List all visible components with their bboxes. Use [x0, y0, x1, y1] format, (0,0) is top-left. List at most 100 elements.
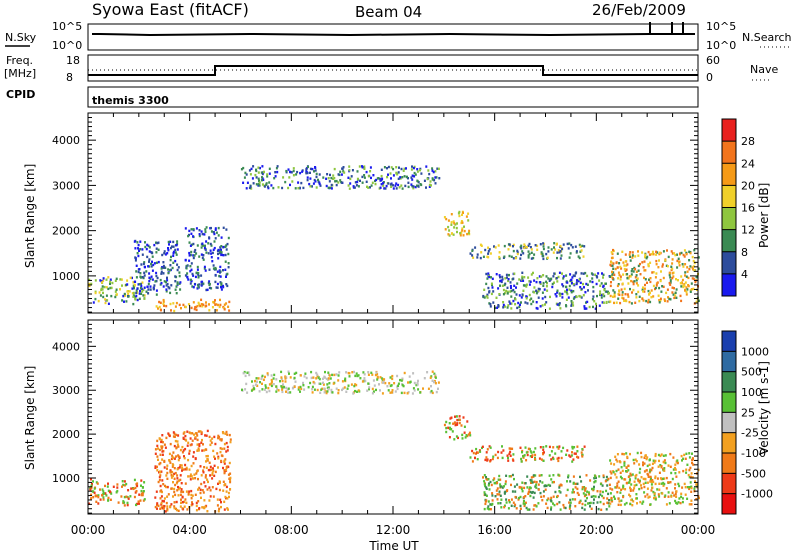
range-cell — [163, 443, 166, 446]
range-cell — [140, 263, 143, 266]
range-cell — [591, 298, 594, 301]
range-cell — [585, 307, 588, 310]
range-cell — [184, 258, 187, 262]
range-cell — [365, 170, 368, 174]
range-cell — [218, 507, 221, 510]
range-cell — [160, 267, 163, 270]
range-cell — [507, 507, 510, 510]
range-cell — [163, 505, 166, 508]
range-cell — [631, 254, 634, 257]
range-cell — [506, 286, 509, 289]
range-cell — [200, 496, 202, 499]
range-cell — [646, 464, 649, 468]
range-cell — [315, 175, 318, 179]
range-cell — [654, 496, 657, 499]
range-cell — [389, 384, 392, 388]
range-cell — [430, 184, 432, 187]
range-cell — [92, 301, 95, 304]
range-cell — [448, 422, 451, 425]
range-cell — [220, 501, 222, 504]
range-cell — [266, 372, 269, 375]
range-cell — [597, 495, 600, 499]
range-cell — [525, 506, 528, 510]
range-cell — [520, 244, 523, 247]
range-cell — [399, 378, 401, 382]
range-cell — [668, 282, 671, 285]
range-cell — [210, 287, 213, 290]
range-cell — [530, 302, 533, 306]
range-cell — [506, 290, 509, 293]
range-cell — [489, 459, 492, 462]
range-cell — [660, 453, 663, 456]
range-cell — [224, 495, 227, 499]
range-cell — [445, 420, 448, 424]
range-cell — [469, 434, 472, 437]
range-cell — [173, 309, 176, 313]
range-cell — [471, 249, 474, 252]
range-cell — [190, 489, 193, 493]
range-cell — [319, 391, 322, 394]
range-cell — [562, 277, 565, 280]
range-cell — [646, 481, 649, 484]
range-cell — [181, 496, 184, 499]
range-cell — [674, 463, 677, 466]
colorbar-swatch — [722, 371, 736, 393]
range-cell — [159, 474, 162, 477]
range-cell — [456, 418, 459, 422]
range-cell — [681, 278, 684, 282]
range-cell — [627, 295, 630, 298]
range-cell — [697, 299, 700, 302]
range-cell — [319, 184, 322, 187]
range-cell — [449, 426, 451, 430]
range-cell — [584, 271, 587, 275]
range-cell — [629, 255, 632, 258]
range-cell — [629, 488, 632, 491]
range-cell — [523, 504, 526, 508]
range-cell — [374, 182, 377, 186]
range-cell — [546, 506, 549, 510]
range-cell — [634, 477, 637, 480]
range-cell — [515, 507, 518, 510]
range-cell — [496, 487, 499, 490]
range-cell — [178, 274, 181, 278]
range-cell — [601, 272, 603, 275]
range-cell — [159, 470, 161, 473]
range-cell — [574, 482, 577, 486]
range-cell — [571, 498, 574, 501]
range-cell — [305, 376, 308, 380]
range-cell — [660, 290, 663, 293]
range-cell — [110, 492, 113, 495]
range-cell — [524, 501, 527, 504]
range-cell — [671, 258, 674, 261]
range-cell — [596, 501, 599, 504]
range-cell — [154, 466, 157, 469]
range-cell — [545, 275, 548, 278]
range-cell — [465, 434, 468, 437]
range-cell — [337, 379, 340, 382]
range-cell — [209, 249, 212, 252]
range-cell — [452, 220, 455, 223]
range-cell — [265, 183, 268, 186]
range-cell — [681, 459, 683, 462]
range-cell — [451, 430, 454, 433]
range-cell — [630, 498, 633, 502]
range-cell — [299, 390, 301, 393]
range-cell — [315, 172, 318, 176]
range-cell — [632, 489, 635, 492]
range-cell — [153, 284, 156, 287]
range-cell — [592, 285, 595, 289]
range-cell — [685, 290, 688, 294]
range-cell — [593, 485, 595, 489]
range-cell — [618, 486, 621, 490]
colorbar-swatch — [722, 207, 736, 231]
range-cell — [124, 294, 127, 297]
range-cell — [161, 450, 164, 453]
range-cell — [659, 299, 662, 302]
range-cell — [649, 468, 652, 471]
range-cell — [607, 477, 610, 481]
range-cell — [482, 476, 484, 479]
range-cell — [591, 487, 593, 491]
range-cell — [679, 252, 681, 255]
range-cell — [285, 386, 288, 390]
range-cell — [558, 501, 561, 504]
